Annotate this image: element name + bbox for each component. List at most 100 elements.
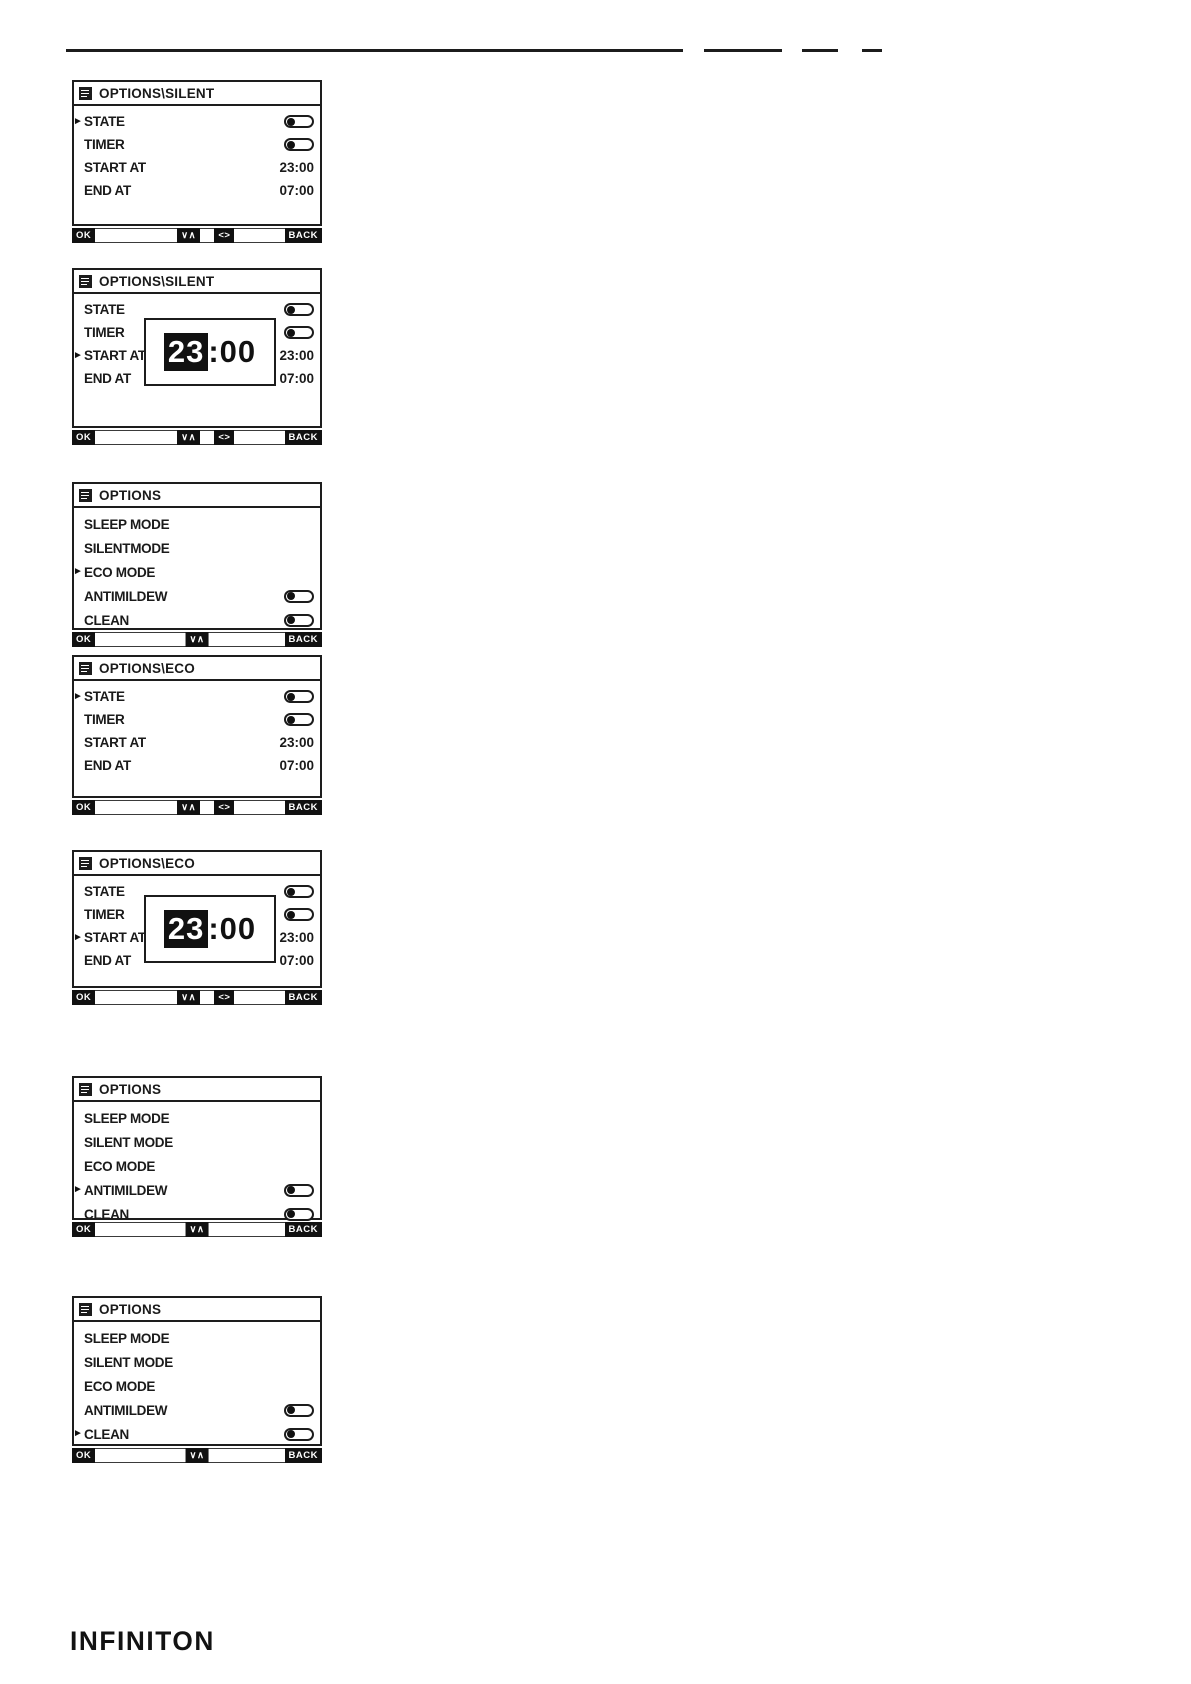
menu-row-silent-mode: SILENT MODE xyxy=(74,1130,320,1154)
cursor-arrow-icon: ► xyxy=(73,690,83,702)
time-value: 23:00 xyxy=(279,930,314,945)
key-ok: OK xyxy=(72,632,96,647)
toggle-switch-off xyxy=(284,1403,314,1417)
lcd-screen-options-silent: OPTIONS\SILENT ► STATE TIMER START AT 23… xyxy=(72,80,322,243)
key-ok: OK xyxy=(72,430,96,445)
lcd-screen-options-menu: OPTIONS SLEEP MODE SILENT MODE ECO MODE … xyxy=(72,1296,322,1463)
key-back: BACK xyxy=(284,800,322,815)
time-value: 07:00 xyxy=(279,758,314,773)
header-rule-segment xyxy=(802,49,838,52)
menu-row-antimildew: ANTIMILDEW xyxy=(74,584,320,608)
menu-list-icon xyxy=(79,86,92,100)
row-label: ECO MODE xyxy=(84,1378,156,1394)
row-label: ANTIMILDEW xyxy=(84,1182,168,1198)
menu-row-state: ► STATE xyxy=(73,110,320,133)
toggle-switch-off xyxy=(284,1207,314,1221)
time-hours-selected: 23 xyxy=(163,333,209,371)
key-ok: OK xyxy=(72,800,96,815)
key-back: BACK xyxy=(284,228,322,243)
menu-list-icon xyxy=(79,856,92,870)
row-label: SILENT MODE xyxy=(84,1134,173,1150)
row-label: SILENTMODE xyxy=(84,540,170,556)
softkey-bar: OK ∨∧ BACK xyxy=(72,1448,322,1463)
row-label: START AT xyxy=(84,348,146,363)
lcd-screen-options-menu: OPTIONS SLEEP MODE SILENT MODE ECO MODE … xyxy=(72,1076,322,1237)
row-label: SLEEP MODE xyxy=(84,1110,170,1126)
menu-row-start-at: ► START AT 23:00 xyxy=(73,344,320,367)
key-ok: OK xyxy=(72,1222,96,1237)
key-back: BACK xyxy=(284,1448,322,1463)
menu-row-end-at: END AT 07:00 xyxy=(74,754,320,777)
screen-title: OPTIONS\SILENT xyxy=(99,273,215,289)
toggle-switch-off xyxy=(284,885,314,898)
key-updown: ∨∧ xyxy=(177,990,201,1005)
toggle-switch-off xyxy=(284,138,314,151)
row-label: START AT xyxy=(84,160,146,175)
row-label: STATE xyxy=(84,689,125,704)
row-label: ANTIMILDEW xyxy=(84,588,168,604)
menu-row-clean: ► CLEAN xyxy=(73,1422,320,1446)
screen-frame: OPTIONS\ECO ► STATE TIMER START AT 23:00… xyxy=(72,655,322,798)
key-updown: ∨∧ xyxy=(177,228,201,243)
menu-list-icon xyxy=(79,661,92,675)
header-rule-segment xyxy=(862,49,882,52)
softkey-bar: OK ∨∧ <> BACK xyxy=(72,228,322,243)
row-label: ECO MODE xyxy=(84,1158,156,1174)
menu-row-silent-mode: SILENTMODE xyxy=(74,536,320,560)
row-label: END AT xyxy=(84,758,131,773)
softkey-bar: OK ∨∧ <> BACK xyxy=(72,430,322,445)
menu-row-timer: TIMER xyxy=(74,321,320,344)
time-value: 23:00 xyxy=(279,160,314,175)
menu-list-icon xyxy=(79,274,92,288)
row-label: CLEAN xyxy=(84,612,129,628)
menu-row-eco-mode: ► ECO MODE xyxy=(73,560,320,584)
menu-row-sleep-mode: SLEEP MODE xyxy=(74,1326,320,1350)
key-ok: OK xyxy=(72,228,96,243)
lcd-screen-options-eco: OPTIONS\ECO ► STATE TIMER START AT 23:00… xyxy=(72,655,322,815)
time-hours-selected: 23 xyxy=(163,910,209,948)
menu-row-start-at: START AT 23:00 xyxy=(74,156,320,179)
toggle-switch-off xyxy=(284,613,314,627)
key-leftright: <> xyxy=(214,990,235,1005)
softkey-bar: OK ∨∧ <> BACK xyxy=(72,800,322,815)
row-label: START AT xyxy=(84,735,146,750)
menu-row-eco-mode: ECO MODE xyxy=(74,1374,320,1398)
row-label: SLEEP MODE xyxy=(84,516,170,532)
menu-row-end-at: END AT 07:00 xyxy=(74,179,320,202)
key-updown: ∨∧ xyxy=(185,632,209,647)
toggle-switch-off xyxy=(284,908,314,921)
key-back: BACK xyxy=(284,1222,322,1237)
time-picker-popup: 23 :00 xyxy=(144,318,276,386)
cursor-arrow-icon: ► xyxy=(73,115,83,127)
menu-row-state: STATE xyxy=(74,880,320,903)
screen-title: OPTIONS\ECO xyxy=(99,660,195,676)
toggle-switch-off xyxy=(284,1183,314,1197)
cursor-arrow-icon: ► xyxy=(73,1428,83,1439)
screen-header: OPTIONS xyxy=(74,484,320,508)
menu-row-sleep-mode: SLEEP MODE xyxy=(74,512,320,536)
key-back: BACK xyxy=(284,430,322,445)
time-value: 07:00 xyxy=(279,371,314,386)
key-back: BACK xyxy=(284,632,322,647)
time-minutes: :00 xyxy=(208,334,257,369)
screen-frame: OPTIONS\ECO STATE TIMER ► START AT 23:00… xyxy=(72,850,322,988)
time-minutes: :00 xyxy=(208,911,257,946)
screen-title: OPTIONS\ECO xyxy=(99,855,195,871)
screen-header: OPTIONS\ECO xyxy=(74,852,320,876)
menu-row-end-at: END AT 07:00 xyxy=(74,367,320,390)
screen-title: OPTIONS xyxy=(99,487,162,503)
toggle-switch-off xyxy=(284,713,314,726)
key-leftright: <> xyxy=(214,430,235,445)
menu-list-icon xyxy=(79,1082,92,1096)
menu-row-antimildew: ► ANTIMILDEW xyxy=(73,1178,320,1202)
time-value: 07:00 xyxy=(279,953,314,968)
row-label: END AT xyxy=(84,953,131,968)
cursor-arrow-icon: ► xyxy=(73,566,83,577)
screen-frame: OPTIONS SLEEP MODE SILENTMODE ► ECO MODE… xyxy=(72,482,322,630)
menu-row-timer: TIMER xyxy=(74,133,320,156)
screen-frame: OPTIONS SLEEP MODE SILENT MODE ECO MODE … xyxy=(72,1076,322,1222)
row-label: END AT xyxy=(84,371,131,386)
screen-header: OPTIONS\SILENT xyxy=(74,82,320,106)
menu-row-antimildew: ANTIMILDEW xyxy=(74,1398,320,1422)
header-rule-segment xyxy=(66,49,683,52)
